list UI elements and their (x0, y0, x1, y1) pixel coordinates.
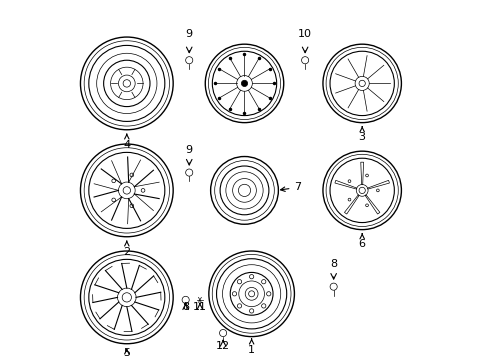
Text: 8: 8 (329, 259, 337, 269)
Text: 9: 9 (185, 145, 192, 155)
Text: 2: 2 (123, 241, 130, 257)
Text: 4: 4 (123, 134, 130, 150)
Text: 7: 7 (280, 183, 301, 192)
Text: 10: 10 (298, 29, 311, 39)
Text: 11: 11 (193, 302, 206, 312)
Text: 3: 3 (358, 127, 365, 143)
Text: 5: 5 (123, 348, 130, 358)
Text: 9: 9 (185, 29, 192, 39)
Text: 1: 1 (247, 339, 255, 355)
Text: 8: 8 (182, 302, 189, 312)
Circle shape (241, 80, 247, 86)
Text: 12: 12 (216, 341, 230, 351)
Text: 6: 6 (358, 234, 365, 249)
